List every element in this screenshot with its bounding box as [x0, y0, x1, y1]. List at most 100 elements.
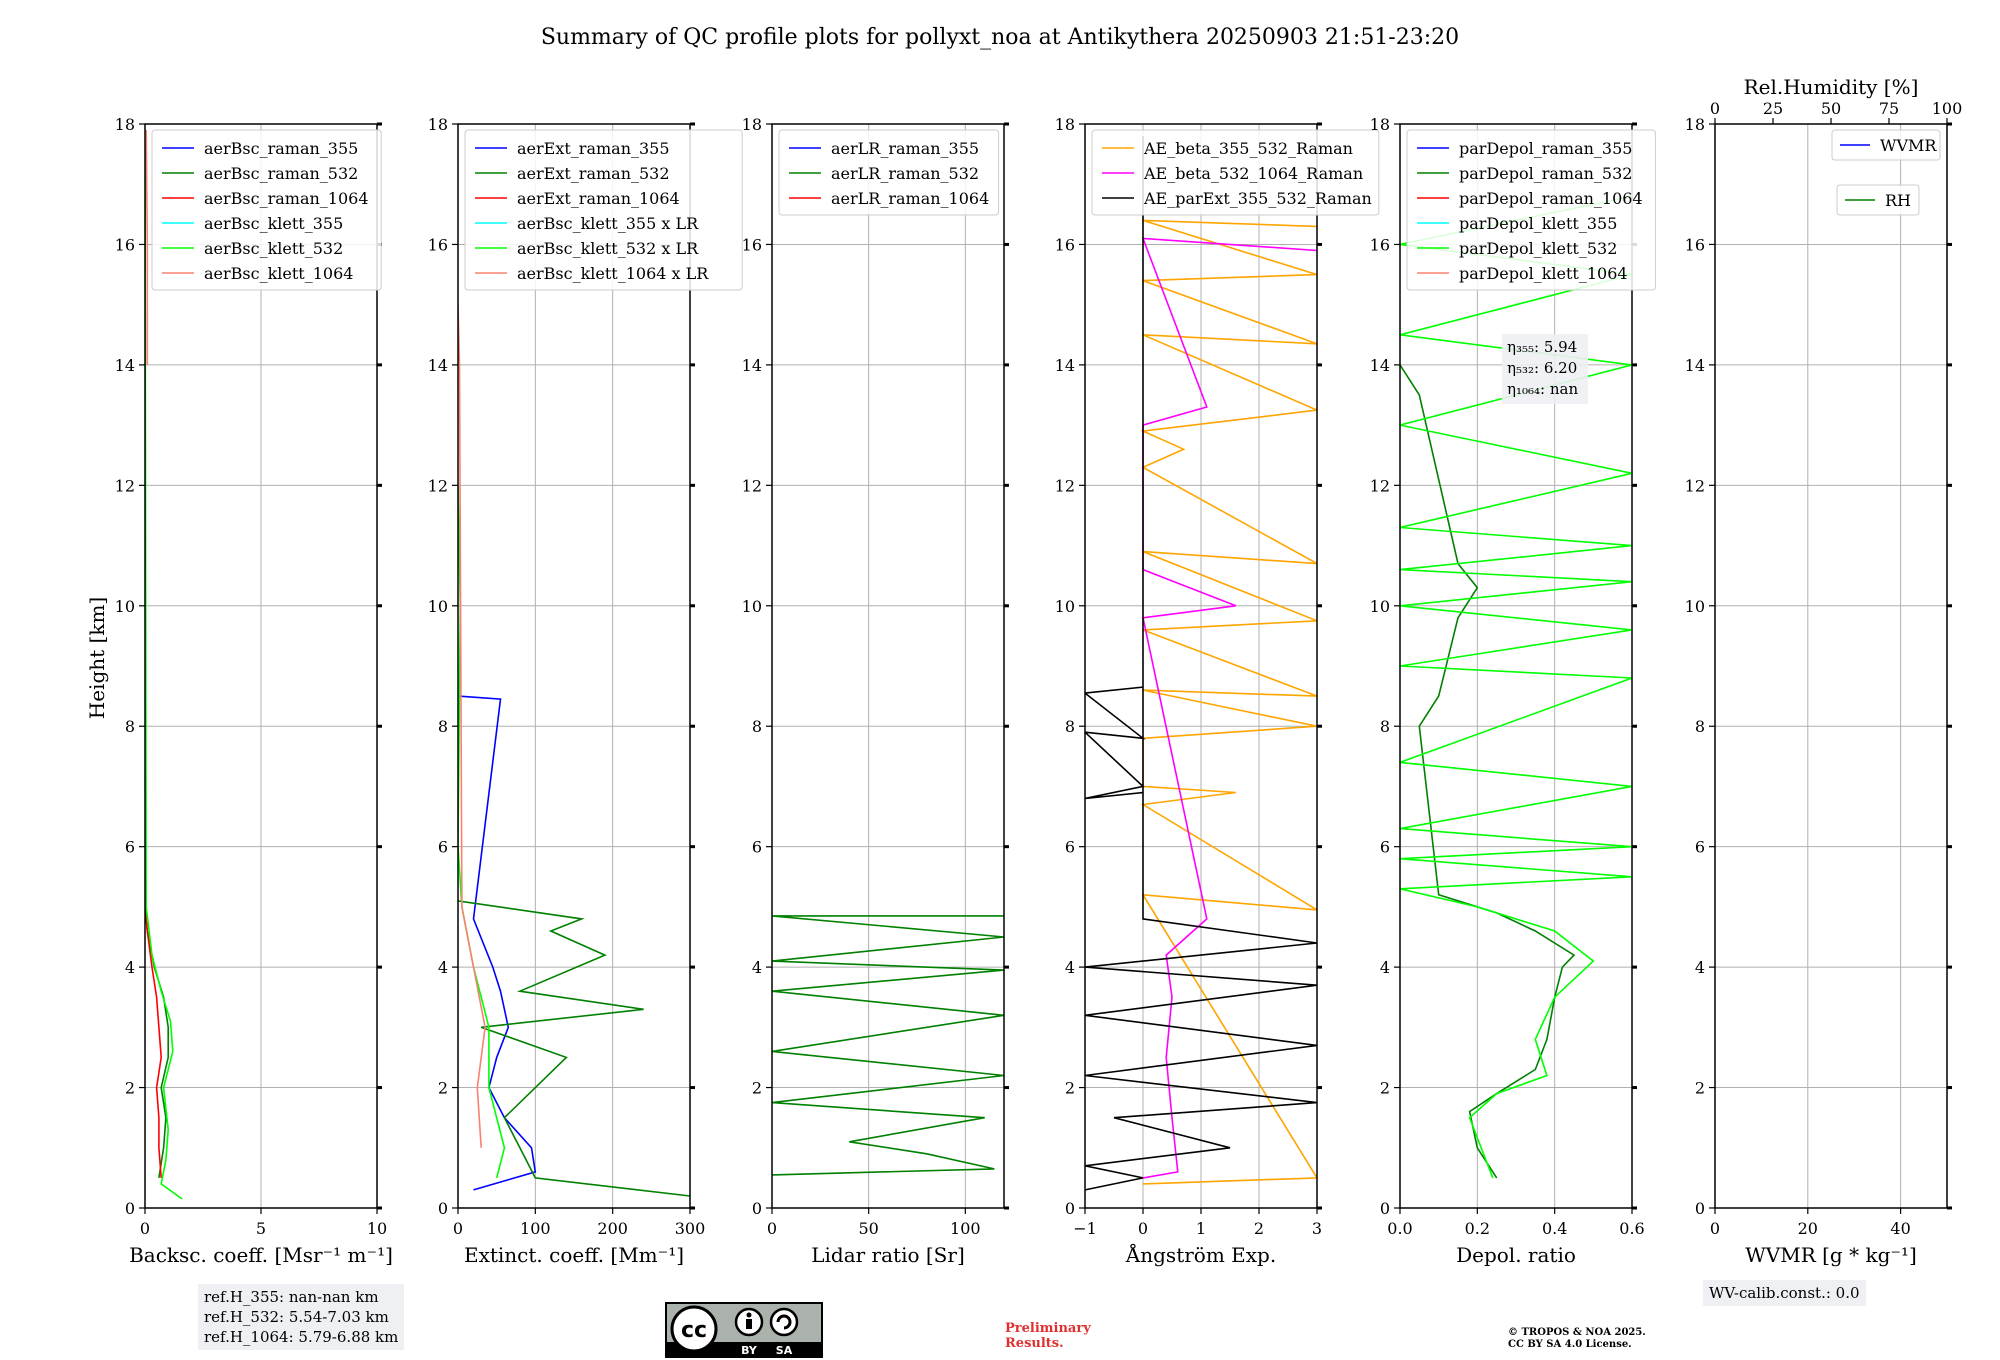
panel-6: 0 2 4 6 8 10 12 14 16 18 0 20 40 WVMR [g * kg⁻¹] 0 25 50…	[1685, 75, 1963, 1267]
y-tick-label: 2	[125, 1079, 135, 1098]
top-x-axis-label: Rel.Humidity [%]	[1744, 75, 1919, 99]
sa-icon	[769, 1307, 799, 1337]
axes-frame	[144, 123, 378, 1209]
x-tick-label: 0	[1710, 1219, 1720, 1238]
x-tick-label: 0.4	[1542, 1219, 1567, 1238]
cc-badge-by: BY	[741, 1344, 758, 1357]
y-tick-label: 0	[438, 1199, 448, 1218]
refh-532: ref.H_532: 5.54-7.03 km	[204, 1308, 389, 1326]
eta-annotation: η₃₅₅: 5.94 η₅₃₂: 6.20 η₁₀₆₄: nan	[1502, 334, 1588, 404]
y-tick-label: 6	[1695, 838, 1705, 857]
x-tick-label: 20	[1798, 1219, 1818, 1238]
top-x-tick-label: 100	[1932, 99, 1963, 118]
x-tick-label: 300	[675, 1219, 706, 1238]
y-tick-label: 18	[115, 115, 135, 134]
panel-5: 0 2 4 6 8 10 12 14 16 18 0.0 0.2 0.4 0.6 Depol. ratio p…	[1370, 115, 1656, 1267]
y-tick-label: 4	[125, 958, 135, 977]
y-tick-label: 10	[1370, 597, 1390, 616]
y-tick-label: 10	[428, 597, 448, 616]
preliminary-line-1: Preliminary	[1005, 1321, 1091, 1336]
top-x-tick-label: 0	[1710, 99, 1720, 118]
y-tick-label: 8	[752, 717, 762, 736]
y-tick-label: 4	[1695, 958, 1705, 977]
x-tick-label: 0	[1138, 1219, 1148, 1238]
y-tick-label: 14	[115, 356, 135, 375]
x-tick-label: 5	[256, 1219, 266, 1238]
legend-label: aerExt_raman_355	[517, 139, 670, 158]
y-tick-label: 8	[1065, 717, 1075, 736]
series-line-aerext-raman-355	[458, 695, 537, 1191]
legend-rh: RH	[1836, 184, 1920, 216]
copyright-line-1: © TROPOS & NOA 2025.	[1508, 1327, 1646, 1338]
y-tick-label: 16	[115, 235, 135, 254]
y-tick-label: 0	[1380, 1199, 1390, 1218]
legend-wvmr: WVMR	[1831, 129, 1941, 161]
legend-label: aerExt_raman_1064	[517, 189, 680, 208]
y-tick-label: 16	[428, 235, 448, 254]
y-tick-label: 14	[428, 356, 448, 375]
x-tick-label: 0.6	[1619, 1219, 1644, 1238]
x-tick-label: 0	[767, 1219, 777, 1238]
y-tick-label: 18	[1055, 115, 1075, 134]
axes-frame	[1084, 123, 1318, 1209]
y-tick-label: 2	[1065, 1079, 1075, 1098]
x-axis-label: Backsc. coeff. [Msr⁻¹ m⁻¹]	[129, 1243, 393, 1267]
legend-label: aerBsc_klett_355	[204, 214, 343, 233]
y-tick-label: 18	[742, 115, 762, 134]
y-tick-label: 8	[1695, 717, 1705, 736]
eta-value: η₅₃₂: 6.20	[1507, 359, 1577, 377]
y-tick-label: 0	[752, 1199, 762, 1218]
series-line-aerbsc-klett-532	[145, 148, 183, 1200]
y-tick-label: 6	[438, 838, 448, 857]
series-line-ae-parext-355-532-raman	[1085, 136, 1317, 1191]
y-tick-label: 12	[1370, 476, 1390, 495]
x-axis-label: WVMR [g * kg⁻¹]	[1745, 1243, 1917, 1267]
y-tick-label: 14	[1055, 356, 1075, 375]
cc-license-badge: cc BY SA	[665, 1302, 823, 1358]
axes-frame	[771, 123, 1005, 1209]
y-tick-label: 12	[1685, 476, 1705, 495]
y-tick-label: 6	[752, 838, 762, 857]
wv-calib-box: WV-calib.const.: 0.0	[1703, 1280, 1866, 1306]
preliminary-results-note: Preliminary Results.	[1005, 1321, 1091, 1351]
x-tick-label: 3	[1312, 1219, 1322, 1238]
x-tick-label: 1	[1196, 1219, 1206, 1238]
legend-label: parDepol_raman_355	[1459, 139, 1632, 158]
series-line-aerbsc-klett-1064	[145, 129, 149, 365]
y-tick-label: 18	[1685, 115, 1705, 134]
copyright-note: © TROPOS & NOA 2025. CC BY SA 4.0 Licens…	[1508, 1327, 1646, 1351]
cc-badge-sa: SA	[776, 1344, 793, 1357]
chart-title: Summary of QC profile plots for pollyxt_…	[541, 25, 1459, 50]
x-axis-label: Depol. ratio	[1456, 1243, 1576, 1267]
x-tick-label: 2	[1254, 1219, 1264, 1238]
legend-label: RH	[1885, 191, 1911, 210]
panel-3: 0 2 4 6 8 10 12 14 16 18 0 50 100 Lidar ratio [Sr] aer…	[742, 115, 1009, 1267]
y-tick-label: 8	[125, 717, 135, 736]
y-tick-label: 2	[752, 1079, 762, 1098]
x-tick-label: 200	[597, 1219, 628, 1238]
x-tick-label: −1	[1073, 1219, 1097, 1238]
x-tick-label: 0.0	[1387, 1219, 1412, 1238]
series-line-pardepol-klett-532	[1400, 195, 1632, 1179]
x-axis-label: Lidar ratio [Sr]	[811, 1243, 965, 1267]
y-tick-label: 4	[752, 958, 762, 977]
legend: aerBsc_raman_355 aerBsc_raman_532 aerBsc_r…	[151, 129, 382, 291]
legend: aerLR_raman_355 aerLR_raman_532 aerLR_rama…	[778, 129, 1000, 216]
y-tick-label: 12	[115, 476, 135, 495]
legend: AE_beta_355_532_Raman AE_beta_532_1064_Ra…	[1091, 129, 1380, 216]
y-tick-label: 0	[125, 1199, 135, 1218]
legend: aerExt_raman_355 aerExt_raman_532 aerExt_r…	[464, 129, 743, 291]
axes-frame	[457, 123, 691, 1209]
y-tick-label: 2	[1695, 1079, 1705, 1098]
legend-label: aerBsc_klett_355 x LR	[517, 214, 699, 233]
y-tick-label: 12	[428, 476, 448, 495]
x-tick-label: 100	[520, 1219, 551, 1238]
series-line-aerbsc-raman-1064	[145, 136, 163, 1178]
top-x-tick-label: 50	[1821, 99, 1841, 118]
panel-2: 0 2 4 6 8 10 12 14 16 18 0 100 200 300 Extinct. coeff.…	[428, 115, 743, 1267]
series-line-ae-beta-532-1064-raman	[1141, 237, 1317, 1179]
x-tick-label: 0	[140, 1219, 150, 1238]
y-tick-label: 14	[742, 356, 762, 375]
y-tick-label: 2	[1380, 1079, 1390, 1098]
